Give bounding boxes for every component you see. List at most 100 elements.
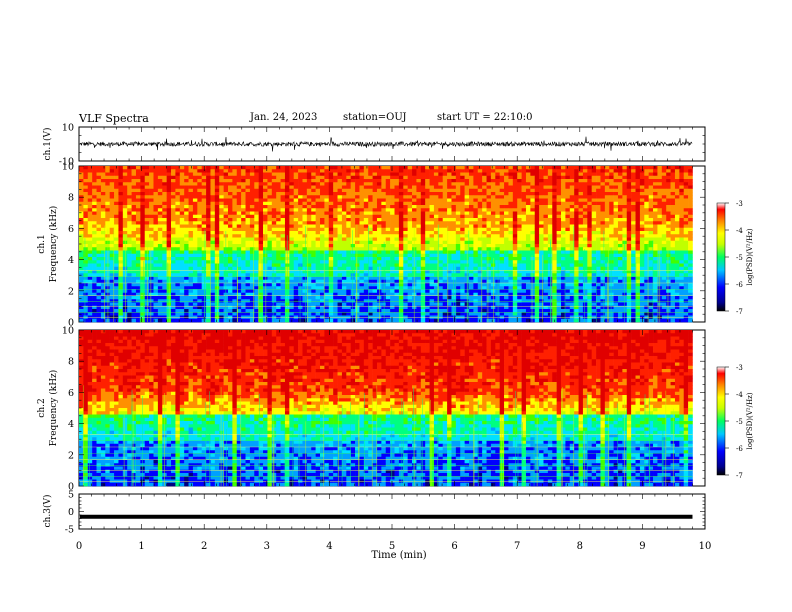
spectrogram-cell — [355, 227, 360, 232]
spectrogram-cell — [420, 188, 426, 193]
spectrogram-cell — [127, 211, 132, 216]
spectrogram-cell — [644, 214, 649, 219]
spectrogram-cell — [499, 211, 505, 216]
spectrogram-cell — [543, 263, 549, 268]
spectrogram-cell — [477, 247, 483, 251]
spectrogram-cell — [284, 214, 290, 219]
spectrogram-cell — [512, 266, 518, 271]
spectrogram-cell — [582, 231, 588, 235]
spectrogram-cell — [482, 211, 487, 216]
spectrogram-cell — [140, 166, 146, 170]
spectrogram-cell — [87, 182, 93, 186]
spectrogram-cell — [688, 185, 693, 190]
spectrogram-cell — [127, 240, 132, 245]
spectrogram-cell — [359, 234, 365, 238]
spectrogram-cell — [122, 240, 128, 245]
spectrogram-cell — [83, 185, 89, 190]
spectrogram-cell — [429, 169, 435, 173]
spectrogram-cell — [92, 227, 97, 232]
spectrogram-cell — [254, 227, 259, 232]
spectrogram-cell — [363, 205, 369, 209]
spectrogram-cell — [495, 166, 500, 170]
spectrogram-cell — [153, 195, 159, 199]
spectrogram-cell — [210, 214, 216, 219]
spectrogram-cell — [232, 185, 238, 190]
spectrogram-cell — [508, 260, 514, 264]
spectrogram-cell — [679, 188, 685, 193]
spectrogram-cell — [578, 185, 584, 190]
spectrogram-cell — [359, 257, 365, 261]
spectrogram-cell — [596, 276, 601, 281]
spectrogram-cell — [206, 169, 211, 173]
spectrogram-cell — [416, 250, 422, 255]
spectrogram-cell — [241, 182, 246, 186]
spectrogram-cell — [122, 263, 128, 268]
spectrogram-cell — [333, 195, 338, 199]
spectrogram-cell — [390, 250, 395, 255]
spectrogram-cell — [320, 195, 325, 199]
spectrogram-cell — [534, 175, 540, 180]
spectrogram-cell — [657, 231, 663, 235]
spectrogram-cell — [223, 214, 229, 219]
spectrogram-cell — [210, 257, 216, 261]
spectrogram-cell — [376, 276, 382, 281]
spectrogram-cell — [539, 263, 544, 268]
spectrogram-cell — [455, 263, 461, 268]
spectrogram-cell — [258, 211, 264, 216]
spectrogram-cell — [236, 247, 242, 251]
spectrogram-cell — [482, 234, 487, 238]
spectrogram-cell — [455, 172, 461, 177]
spectrogram-cell — [306, 195, 312, 199]
spectrogram-cell — [617, 195, 623, 199]
spectrogram-cell — [490, 205, 496, 209]
spectrogram-cell — [438, 221, 443, 225]
spectrogram-cell — [639, 244, 645, 248]
spectrogram-cell — [140, 218, 146, 222]
spectrogram-cell — [232, 263, 238, 268]
spectrogram-cell — [135, 221, 141, 225]
spectrogram-cell — [298, 205, 303, 209]
spectrogram-cell — [442, 231, 448, 235]
spectrogram-cell — [306, 198, 312, 203]
spectrogram-cell — [258, 266, 264, 271]
spectrogram-cell — [420, 211, 426, 216]
spectrogram-cell — [394, 263, 400, 268]
spectrogram-cell — [622, 208, 628, 212]
spectrogram-cell — [626, 198, 632, 203]
spectrogram-cell — [438, 276, 443, 281]
spectrogram-cell — [600, 169, 606, 173]
spectrogram-cell — [135, 175, 141, 180]
spectrogram-cell — [390, 260, 395, 264]
spectrogram-cell — [398, 250, 404, 255]
spectrogram-cell — [661, 250, 667, 255]
spectrogram-cell — [385, 205, 391, 209]
spectrogram-cell — [565, 214, 571, 219]
spectrogram-cell — [648, 224, 654, 229]
spectrogram-cell — [96, 169, 102, 173]
spectrogram-cell — [153, 247, 159, 251]
spectrogram-cell — [258, 279, 264, 284]
spectrogram-cell — [320, 182, 325, 186]
spectrogram-cell — [105, 221, 110, 225]
spectrogram-cell — [249, 221, 255, 225]
spectrogram-cell — [306, 208, 312, 212]
spectrogram-cell — [284, 205, 290, 209]
spectrogram-cell — [157, 227, 163, 232]
spectrogram-cell — [162, 175, 167, 180]
spectrogram-cell — [368, 188, 373, 193]
spectrogram-cell — [477, 227, 483, 232]
spectrogram-cell — [442, 273, 448, 277]
spectrogram-cell — [363, 195, 369, 199]
spectrogram-cell — [363, 263, 369, 268]
spectrogram-cell — [631, 270, 636, 274]
spectrogram-cell — [346, 185, 351, 190]
spectrogram-cell — [363, 231, 369, 235]
spectrogram-cell — [617, 185, 623, 190]
spectrogram-cell — [679, 227, 685, 232]
spectrogram-cell — [569, 266, 575, 271]
spectrogram-cell — [223, 198, 229, 203]
spectrogram-cell — [420, 247, 426, 251]
spectrogram-cell — [543, 253, 549, 258]
spectrogram-cell — [179, 179, 185, 183]
spectrogram-cell — [293, 244, 299, 248]
